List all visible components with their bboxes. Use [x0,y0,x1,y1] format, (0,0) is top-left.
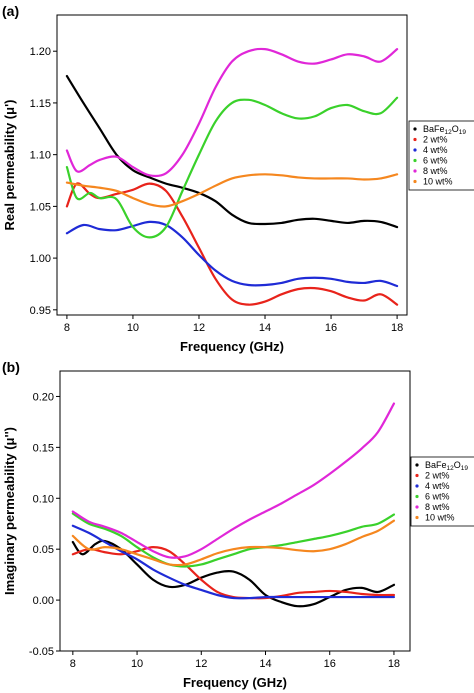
series-line-bafe12o19 [71,539,396,608]
legend-label: BaFe12O19 [425,460,468,472]
x-tick-label: 16 [324,658,336,670]
legend-marker [413,158,417,163]
legend-marker [415,515,419,520]
legend-label: 4 wt% [423,145,448,155]
series-line-4-wt- [71,524,396,600]
legend-label: 4 wt% [425,481,450,491]
legend-label: 10 wt% [423,177,453,187]
legend-marker [413,179,417,184]
x-tick-label: 8 [70,658,76,670]
x-tick-label: 16 [325,322,337,334]
legend-label: 2 wt% [425,471,450,481]
y-tick-label: 1.20 [30,46,51,58]
legend-label: 8 wt% [425,502,450,512]
y-tick-label: 1.05 [30,201,51,213]
legend-marker [415,473,419,478]
x-tick-label: 14 [259,322,271,334]
x-tick-label: 10 [131,658,143,670]
legend-marker [415,484,419,488]
plot-frame [56,14,408,316]
x-tick-label: 10 [127,322,139,334]
series-line-4-wt- [65,220,399,288]
x-axis-label: Frequency (GHz) [183,675,287,690]
x-tick-label: 18 [388,658,400,670]
legend-label: BaFe12O19 [423,124,466,136]
legend-label: 10 wt% [425,513,455,523]
y-tick-label: 0.20 [33,391,54,403]
y-axis-label: Imaginary permeability (μ'') [2,427,17,595]
y-tick-label: 1.00 [30,253,51,265]
x-tick-label: 8 [64,322,70,334]
legend-marker [415,494,419,499]
series-line-8-wt- [65,47,399,178]
x-tick-label: 14 [259,658,271,670]
legend-marker [413,137,417,142]
plot-frame [59,370,411,652]
y-tick-label: 0.05 [33,544,54,556]
y-axis-label: Real permeability (μ') [2,100,17,231]
y-tick-label: 0.15 [33,442,54,454]
y-tick-label: 0.95 [30,305,51,317]
legend-marker [413,148,417,152]
legend-label: 6 wt% [425,492,450,502]
legend-label: 6 wt% [423,156,448,166]
legend-box [408,120,474,191]
series-group [65,47,399,306]
series-line-10-wt- [71,519,396,567]
legend-marker [413,169,417,173]
y-tick-label: -0.05 [29,646,54,658]
y-tick-label: 1.15 [30,98,51,110]
chart-panel-b: (b) 8 10 12 14 16 18 -0.05 0.00 0.05 0.10 0.15 0.20 F… [2,359,474,690]
series-group [71,402,396,608]
y-tick-label: 0.10 [33,493,54,505]
y-tick-label: 0.00 [33,595,54,607]
series-line-8-wt- [71,402,396,559]
panel-label: (a) [2,3,19,19]
x-tick-label: 12 [195,658,207,670]
y-tick-label: 1.10 [30,150,51,162]
series-line-2-wt- [65,182,399,306]
legend-marker [415,505,419,509]
legend-marker [415,463,419,467]
series-line-10-wt- [65,173,399,208]
panel-label: (b) [2,359,20,375]
legend-marker [413,127,417,131]
legend-label: 2 wt% [423,135,448,145]
chart-panel-a: (a) 8 10 12 14 16 18 0.95 1.00 1.05 1.10 1.15 1.20 Fr… [2,3,474,354]
series-line-6-wt- [65,96,399,239]
series-line-6-wt- [71,512,396,568]
x-tick-label: 12 [193,322,205,334]
series-line-bafe12o19 [65,74,399,229]
x-axis-label: Frequency (GHz) [180,339,284,354]
legend-box [410,456,474,527]
x-tick-label: 18 [391,322,403,334]
legend-label: 8 wt% [423,166,448,176]
